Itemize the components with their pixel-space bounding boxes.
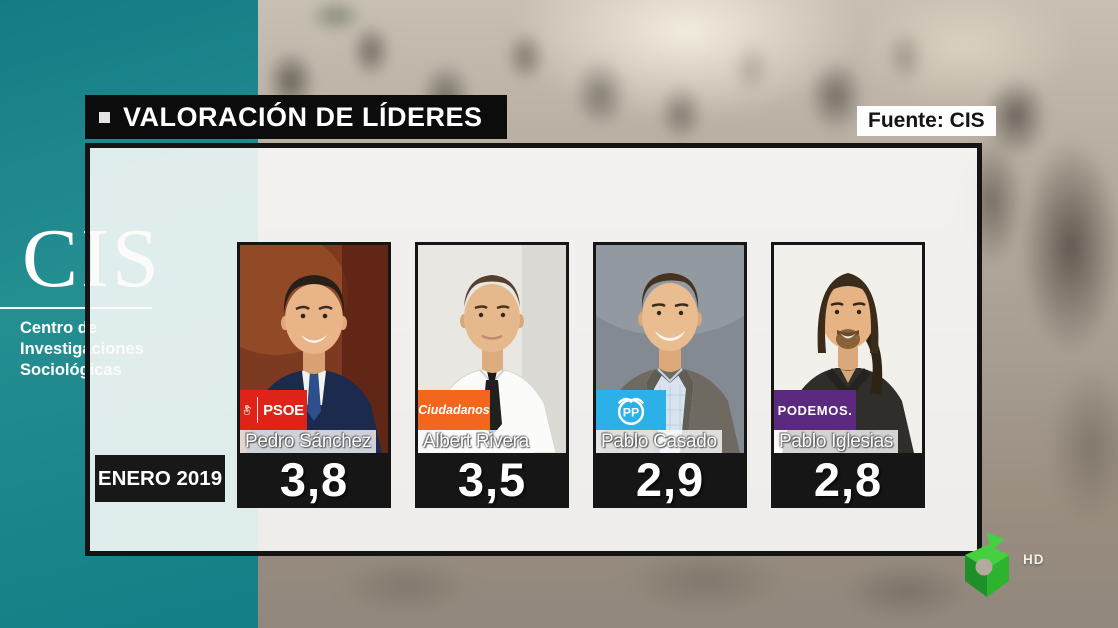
rating-value: 2,9: [596, 453, 744, 506]
portrait-pedro-sanchez: [240, 245, 388, 453]
leader-photo: Ciudadanos Albert Rivera: [418, 245, 566, 453]
leader-name: Pablo Iglesias: [774, 430, 899, 453]
leader-photo: PSOE Pedro Sánchez: [240, 245, 388, 453]
leader-card-pablo-iglesias: PODEMOS. Pablo Iglesias 2,8: [771, 242, 925, 508]
leader-card-pedro-sanchez: PSOE Pedro Sánchez 3,8: [237, 242, 391, 508]
psoe-fist-rose-icon: [244, 405, 252, 415]
rating-value: 3,8: [240, 453, 388, 506]
leader-photo: PP Pablo Casado: [596, 245, 744, 453]
leader-photo: PODEMOS. Pablo Iglesias: [774, 245, 922, 453]
leader-name: Pablo Casado: [596, 430, 722, 453]
podemos-party-badge: PODEMOS.: [774, 390, 856, 430]
ciudadanos-party-badge: Ciudadanos: [418, 390, 490, 430]
party-label: Ciudadanos: [418, 403, 490, 417]
source-badge: Fuente: CIS: [857, 106, 996, 136]
leader-card-pablo-casado: PP Pablo Casado 2,9: [593, 242, 747, 508]
square-bullet-icon: [99, 111, 110, 123]
lasexta-6-logo: [965, 533, 1009, 597]
rating-value: 2,8: [774, 453, 922, 506]
leader-name: Pedro Sánchez: [240, 430, 377, 453]
pp-gaviota-icon: PP: [617, 397, 645, 426]
rating-value: 3,5: [418, 453, 566, 506]
psoe-party-badge: PSOE: [240, 390, 307, 430]
party-label: PSOE: [263, 401, 304, 419]
badge-divider: [257, 397, 259, 423]
leader-name: Albert Rivera: [418, 430, 534, 453]
leader-card-albert-rivera: Ciudadanos Albert Rivera 3,5: [415, 242, 569, 508]
period-badge: ENERO 2019: [95, 455, 225, 502]
hd-label: HD: [1023, 552, 1045, 567]
party-label: PODEMOS.: [777, 402, 853, 418]
title-bar: VALORACIÓN DE LÍDERES: [85, 95, 507, 139]
svg-text:PP: PP: [623, 406, 639, 420]
cis-underline: [0, 307, 152, 309]
pp-party-badge: PP: [596, 390, 666, 430]
page-title: VALORACIÓN DE LÍDERES: [123, 101, 483, 132]
